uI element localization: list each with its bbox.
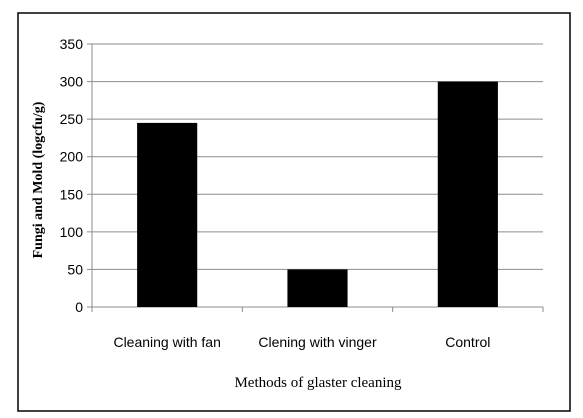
bar bbox=[437, 81, 498, 307]
x-axis-title: Methods of glaster cleaning bbox=[234, 375, 402, 391]
y-tick-label: 200 bbox=[60, 149, 84, 165]
y-tick-label: 150 bbox=[60, 186, 84, 202]
bar bbox=[287, 269, 348, 307]
y-tick-labels: 0 50 100 150 200 250 300 350 bbox=[60, 36, 84, 315]
y-tick-label: 0 bbox=[75, 299, 83, 315]
y-tick-label: 250 bbox=[60, 111, 84, 127]
x-tick-labels: Cleaning with fan Clening with vinger Cont… bbox=[113, 334, 490, 350]
x-tick-label: Clening with vinger bbox=[258, 334, 377, 350]
y-tick-label: 50 bbox=[67, 261, 83, 277]
y-tick-label: 350 bbox=[60, 36, 84, 52]
y-tick-label: 300 bbox=[60, 74, 84, 90]
bars bbox=[137, 81, 498, 308]
x-tick-label: Control bbox=[445, 334, 490, 350]
bar bbox=[137, 122, 198, 308]
y-axis-title: Fungi and Mold (logcfu/g) bbox=[31, 101, 46, 258]
x-tick-label: Cleaning with fan bbox=[113, 334, 220, 350]
y-tick-label: 100 bbox=[60, 224, 84, 240]
